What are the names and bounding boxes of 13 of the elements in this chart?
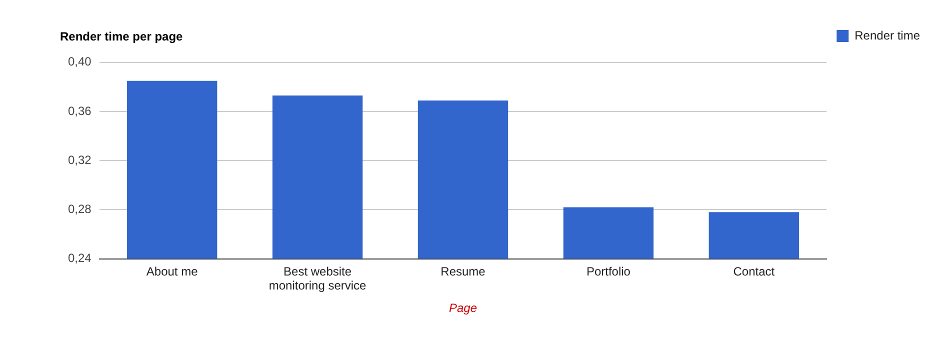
x-tick-label: Portfolio xyxy=(586,264,631,278)
legend-label: Render time xyxy=(854,28,920,42)
y-tick-label: 0,36 xyxy=(68,104,92,118)
y-tick-label: 0,24 xyxy=(68,251,92,266)
x-tick-label: Best website monitoring service xyxy=(268,264,367,293)
x-tick-label: Contact xyxy=(733,264,776,278)
x-tick-label: Resume xyxy=(440,264,486,278)
y-tick-label: 0,40 xyxy=(68,54,92,69)
y-tick-label: 0,32 xyxy=(68,152,92,167)
chart-title: Render time per page xyxy=(60,30,184,44)
y-tick-label: 0,28 xyxy=(68,202,92,216)
x-tick-label: About me xyxy=(146,264,198,278)
x-axis-title: Page xyxy=(448,301,478,316)
